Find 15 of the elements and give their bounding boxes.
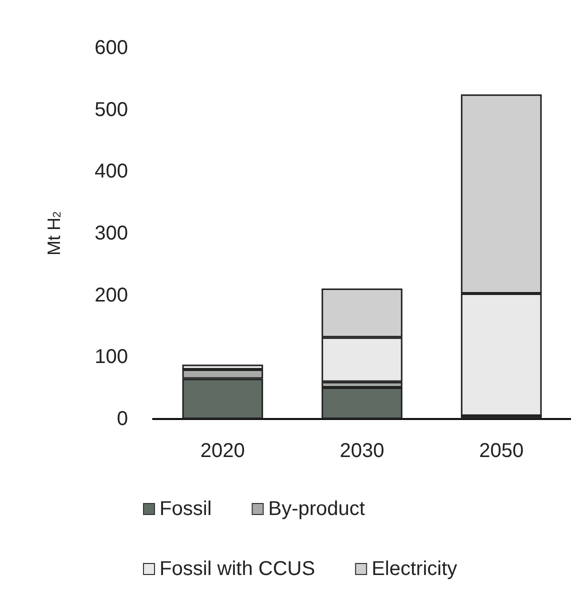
legend-label: Fossil with CCUS (160, 558, 316, 580)
y-tick-label: 300 (94, 222, 128, 244)
y-tick-label: 500 (94, 98, 128, 121)
y-axis-title: Mt H2 (44, 211, 64, 256)
x-tick-label: 2020 (200, 440, 245, 462)
y-tick-label: 200 (94, 284, 128, 306)
legend-label: Fossil (160, 498, 212, 520)
x-tick-label: 2030 (340, 440, 384, 462)
x-tick-label: 2050 (479, 440, 524, 462)
y-tick-label: 600 (94, 37, 128, 59)
legend-label: By-product (268, 498, 366, 520)
y-tick-label: 0 (116, 408, 128, 430)
y-tick-label: 100 (94, 346, 128, 368)
legend-label: Electricity (372, 558, 458, 580)
y-tick-label: 400 (94, 160, 128, 183)
